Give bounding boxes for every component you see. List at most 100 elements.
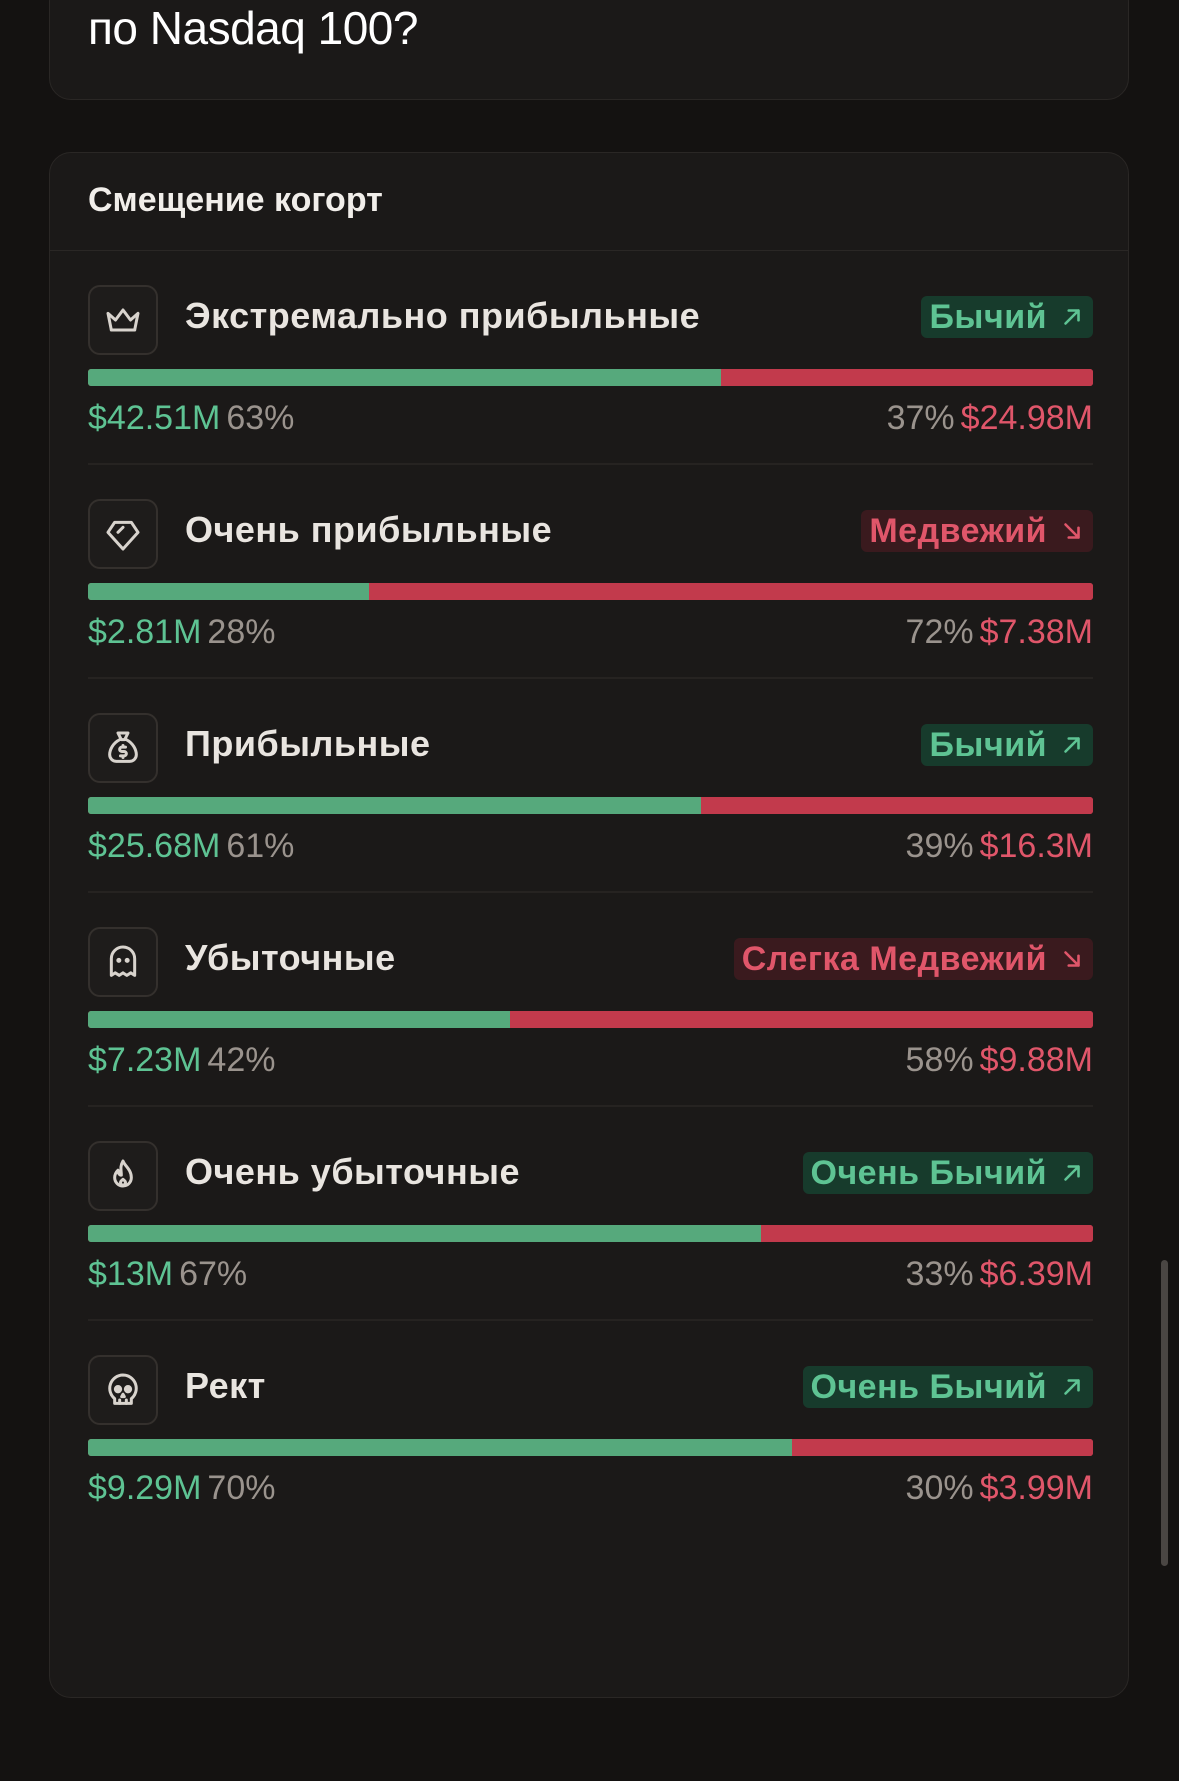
long-short-bar bbox=[88, 797, 1093, 814]
long-percent: 42% bbox=[207, 1041, 276, 1079]
sentiment-badge: Бычий bbox=[921, 296, 1093, 338]
arrow-up-right-icon bbox=[1059, 1374, 1085, 1400]
short-share-fill bbox=[721, 369, 1093, 386]
short-percent: 33% bbox=[905, 1255, 974, 1293]
short-values: 58% $9.88M bbox=[900, 1041, 1093, 1080]
row-divider bbox=[88, 1105, 1093, 1107]
cohort-name: Очень прибыльные bbox=[185, 509, 553, 550]
long-percent: 70% bbox=[207, 1469, 276, 1507]
short-percent: 39% bbox=[905, 827, 974, 865]
skull-icon bbox=[88, 1355, 158, 1425]
arrow-down-right-icon bbox=[1059, 518, 1085, 544]
crown-icon bbox=[88, 285, 158, 355]
previous-card: по Nasdaq 100? bbox=[49, 0, 1129, 100]
cohort-row[interactable]: Очень прибыльные Медвежий $2.81M 28% 72% $… bbox=[88, 465, 1093, 679]
row-divider bbox=[88, 677, 1093, 679]
short-values: 39% $16.3M bbox=[900, 827, 1093, 866]
short-share-fill bbox=[701, 797, 1093, 814]
short-percent: 72% bbox=[905, 613, 974, 651]
cohort-row[interactable]: Убыточные Слегка Медвежий $7.23M 42% 58% $… bbox=[88, 893, 1093, 1107]
short-share-fill bbox=[369, 583, 1093, 600]
long-short-bar bbox=[88, 1225, 1093, 1242]
sentiment-badge: Медвежий bbox=[861, 510, 1093, 552]
short-values: 30% $3.99M bbox=[900, 1469, 1093, 1508]
sentiment-badge: Слегка Медвежий bbox=[733, 938, 1093, 980]
long-amount: $2.81M bbox=[88, 613, 202, 651]
sentiment-label: Очень Бычий bbox=[810, 1154, 1047, 1192]
cohort-name: Очень убыточные bbox=[185, 1151, 520, 1192]
long-values: $7.23M 42% bbox=[88, 1041, 281, 1080]
sentiment-badge: Очень Бычий bbox=[802, 1152, 1093, 1194]
short-percent: 58% bbox=[905, 1041, 974, 1079]
long-values: $25.68M 61% bbox=[88, 827, 300, 866]
ghost-icon bbox=[88, 927, 158, 997]
long-share-fill bbox=[88, 583, 370, 600]
sentiment-label: Бычий bbox=[929, 298, 1047, 336]
cohort-row[interactable]: Экстремально прибыльные Бычий $42.51M 63%… bbox=[88, 251, 1093, 465]
long-values: $42.51M 63% bbox=[88, 399, 300, 438]
long-percent: 61% bbox=[226, 827, 295, 865]
short-amount: $9.88M bbox=[979, 1041, 1093, 1079]
long-share-fill bbox=[88, 1225, 762, 1242]
short-amount: $3.99M bbox=[979, 1469, 1093, 1507]
long-percent: 67% bbox=[179, 1255, 248, 1293]
scrollbar[interactable] bbox=[1161, 1260, 1168, 1566]
sentiment-label: Медвежий bbox=[869, 512, 1047, 550]
sentiment-badge: Очень Бычий bbox=[802, 1366, 1093, 1408]
cohort-name: Экстремально прибыльные bbox=[185, 295, 701, 336]
short-percent: 30% bbox=[905, 1469, 974, 1507]
sentiment-label: Слегка Медвежий bbox=[741, 940, 1047, 978]
long-values: $9.29M 70% bbox=[88, 1469, 281, 1508]
short-share-fill bbox=[791, 1439, 1093, 1456]
cohort-name: Прибыльные bbox=[185, 723, 431, 764]
cohort-row[interactable]: Рект Очень Бычий $9.29M 70% 30% $3.99M bbox=[88, 1321, 1093, 1535]
long-amount: $42.51M bbox=[88, 399, 221, 437]
arrow-down-right-icon bbox=[1059, 946, 1085, 972]
long-share-fill bbox=[88, 1439, 792, 1456]
sentiment-label: Очень Бычий bbox=[810, 1368, 1047, 1406]
money-bag-icon bbox=[88, 713, 158, 783]
sentiment-label: Бычий bbox=[929, 726, 1047, 764]
arrow-up-right-icon bbox=[1059, 732, 1085, 758]
long-amount: $7.23M bbox=[88, 1041, 202, 1079]
short-share-fill bbox=[510, 1011, 1093, 1028]
short-share-fill bbox=[761, 1225, 1093, 1242]
short-amount: $7.38M bbox=[979, 613, 1093, 651]
long-share-fill bbox=[88, 1011, 511, 1028]
cohort-bias-card: Смещение когорт Экстремально прибыльные … bbox=[49, 152, 1129, 1698]
short-values: 33% $6.39M bbox=[900, 1255, 1093, 1294]
row-divider bbox=[88, 1319, 1093, 1321]
short-amount: $16.3M bbox=[979, 827, 1093, 865]
long-amount: $13M bbox=[88, 1255, 174, 1293]
long-short-bar bbox=[88, 369, 1093, 386]
long-values: $13M 67% bbox=[88, 1255, 253, 1294]
long-values: $2.81M 28% bbox=[88, 613, 281, 652]
long-short-bar bbox=[88, 1011, 1093, 1028]
short-amount: $24.98M bbox=[960, 399, 1093, 437]
row-divider bbox=[88, 891, 1093, 893]
cohort-row[interactable]: Очень убыточные Очень Бычий $13M 67% 33% $… bbox=[88, 1107, 1093, 1321]
short-values: 72% $7.38M bbox=[900, 613, 1093, 652]
long-share-fill bbox=[88, 369, 722, 386]
long-share-fill bbox=[88, 797, 702, 814]
card-title: Смещение когорт bbox=[88, 181, 383, 219]
short-values: 37% $24.98M bbox=[881, 399, 1093, 438]
arrow-up-right-icon bbox=[1059, 304, 1085, 330]
sentiment-badge: Бычий bbox=[921, 724, 1093, 766]
card-question-text: по Nasdaq 100? bbox=[88, 2, 418, 54]
long-amount: $25.68M bbox=[88, 827, 221, 865]
long-amount: $9.29M bbox=[88, 1469, 202, 1507]
short-percent: 37% bbox=[886, 399, 955, 437]
long-percent: 63% bbox=[226, 399, 295, 437]
cohort-name: Убыточные bbox=[185, 937, 396, 978]
long-short-bar bbox=[88, 583, 1093, 600]
long-percent: 28% bbox=[207, 613, 276, 651]
card-header: Смещение когорт bbox=[50, 153, 1128, 251]
short-amount: $6.39M bbox=[979, 1255, 1093, 1293]
diamond-icon bbox=[88, 499, 158, 569]
flame-icon bbox=[88, 1141, 158, 1211]
row-divider bbox=[88, 463, 1093, 465]
arrow-up-right-icon bbox=[1059, 1160, 1085, 1186]
long-short-bar bbox=[88, 1439, 1093, 1456]
cohort-row[interactable]: Прибыльные Бычий $25.68M 61% 39% $16.3M bbox=[88, 679, 1093, 893]
